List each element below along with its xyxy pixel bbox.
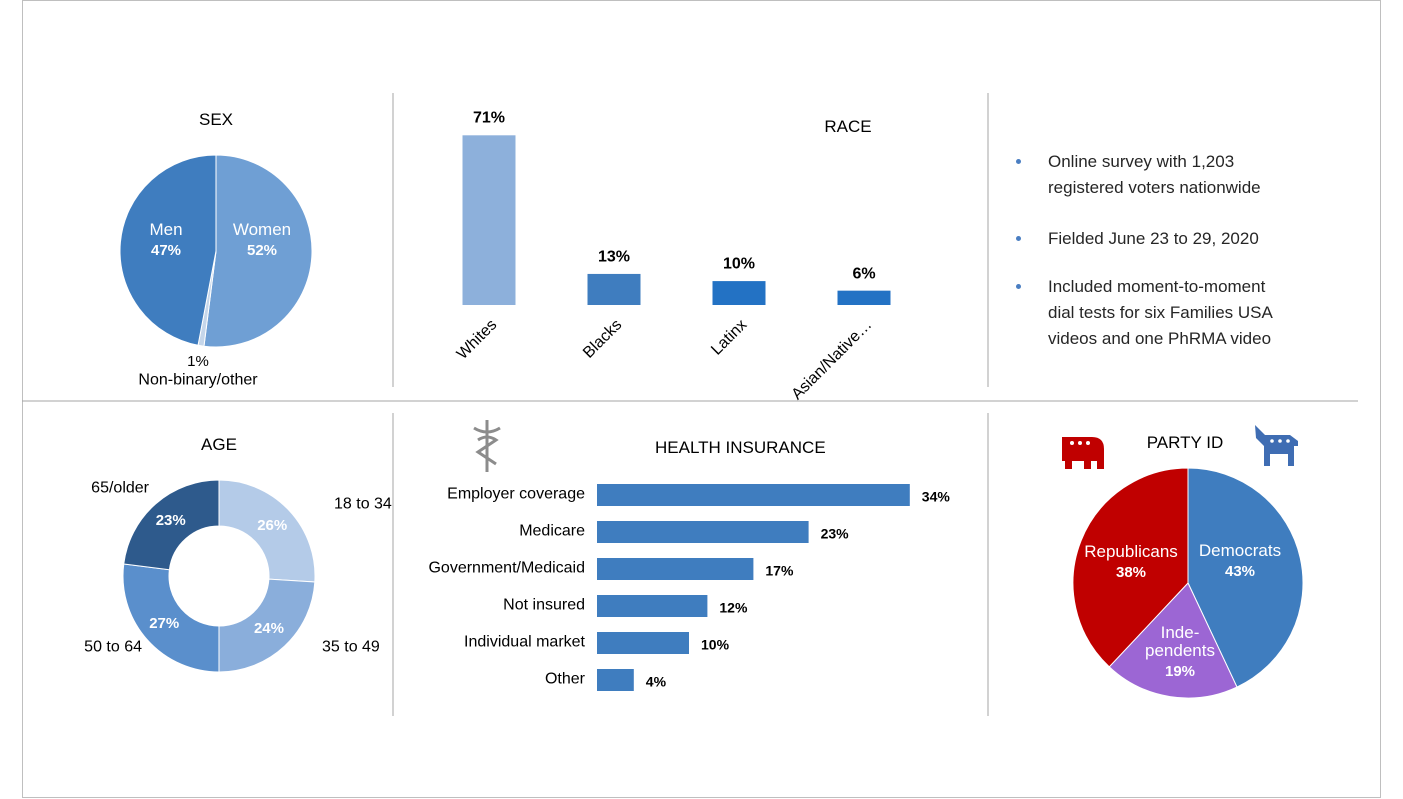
value-label: 4% — [645, 673, 667, 690]
value-label: 12% — [719, 599, 748, 616]
bullet-text: videos and one PhRMA video — [1048, 329, 1272, 349]
value-label: 52% — [246, 242, 278, 260]
bullet-text: Included moment-to-moment — [1048, 277, 1266, 297]
category-label: Not insured — [503, 596, 585, 614]
donut-slice — [218, 479, 316, 583]
donut-slice — [218, 578, 316, 673]
value-label: 47% — [150, 242, 182, 260]
category-label: Other — [544, 670, 585, 688]
slice-label: Republicans — [1084, 542, 1178, 562]
category-label: Individual market — [464, 633, 585, 651]
slice-label: Women — [232, 220, 292, 240]
value-label: 34% — [921, 488, 950, 505]
bar — [597, 484, 910, 506]
value-label: 17% — [765, 562, 794, 579]
pie-slice — [1187, 467, 1304, 688]
slice-label: Inde- pendents — [1145, 623, 1215, 660]
slice-label: Non-binary/other — [138, 371, 258, 389]
category-label: 35 to 49 — [322, 638, 380, 656]
bar — [837, 290, 891, 305]
bar — [597, 595, 708, 617]
category-label: Employer coverage — [447, 485, 585, 503]
value-label: 10% — [722, 255, 756, 273]
value-label: 6% — [852, 265, 876, 283]
chart-title: HEALTH INSURANCE — [655, 438, 826, 458]
pie-slice — [119, 154, 217, 346]
bar — [712, 281, 766, 305]
value-label: 71% — [472, 109, 506, 127]
bar — [462, 135, 516, 305]
bullet-text: Fielded June 23 to 29, 2020 — [1048, 229, 1259, 249]
donut-slice — [123, 479, 220, 571]
bullet-dot — [1016, 284, 1021, 289]
caduceus-icon — [473, 420, 501, 472]
slice-label: Democrats — [1198, 541, 1282, 561]
bar — [597, 632, 689, 654]
pie-slice — [203, 154, 313, 348]
bar — [587, 273, 641, 305]
value-label: 19% — [1164, 663, 1196, 681]
bullet-dot — [1016, 159, 1021, 164]
category-label: 65/older — [91, 479, 149, 497]
value-label: 1% — [187, 353, 209, 371]
pie-slice — [1108, 582, 1238, 699]
category-label: 50 to 64 — [84, 638, 142, 656]
value-label: 38% — [1115, 564, 1147, 582]
bar — [597, 521, 809, 543]
bullet-dot — [1016, 236, 1021, 241]
bar — [597, 558, 754, 580]
category-label: Government/Medicaid — [428, 559, 585, 577]
bullet-text: registered voters nationwide — [1048, 178, 1261, 198]
bar — [597, 669, 634, 691]
bullet-text: dial tests for six Families USA — [1048, 303, 1273, 323]
donut-slice — [122, 563, 220, 673]
category-label: 18 to 34 — [334, 495, 392, 513]
slice-label: Men — [149, 220, 183, 240]
chart-title: PARTY ID — [1146, 433, 1224, 453]
elephant-icon — [1062, 437, 1104, 469]
value-label: 10% — [701, 636, 730, 653]
pie-slice — [1072, 467, 1189, 668]
value-label: 43% — [1224, 563, 1256, 581]
value-label: 13% — [597, 248, 631, 266]
value-label: 23% — [820, 525, 849, 542]
chart-title: AGE — [201, 435, 237, 455]
value-label: 26% — [257, 517, 288, 535]
chart-title: SEX — [198, 110, 234, 130]
frame — [22, 0, 1381, 798]
value-label: 24% — [253, 620, 284, 638]
value-label: 23% — [155, 512, 186, 530]
value-label: 27% — [149, 615, 180, 633]
chart-title: RACE — [824, 117, 872, 137]
bullet-text: Online survey with 1,203 — [1048, 152, 1235, 172]
category-label: Medicare — [519, 522, 585, 540]
donkey-icon — [1255, 425, 1298, 466]
